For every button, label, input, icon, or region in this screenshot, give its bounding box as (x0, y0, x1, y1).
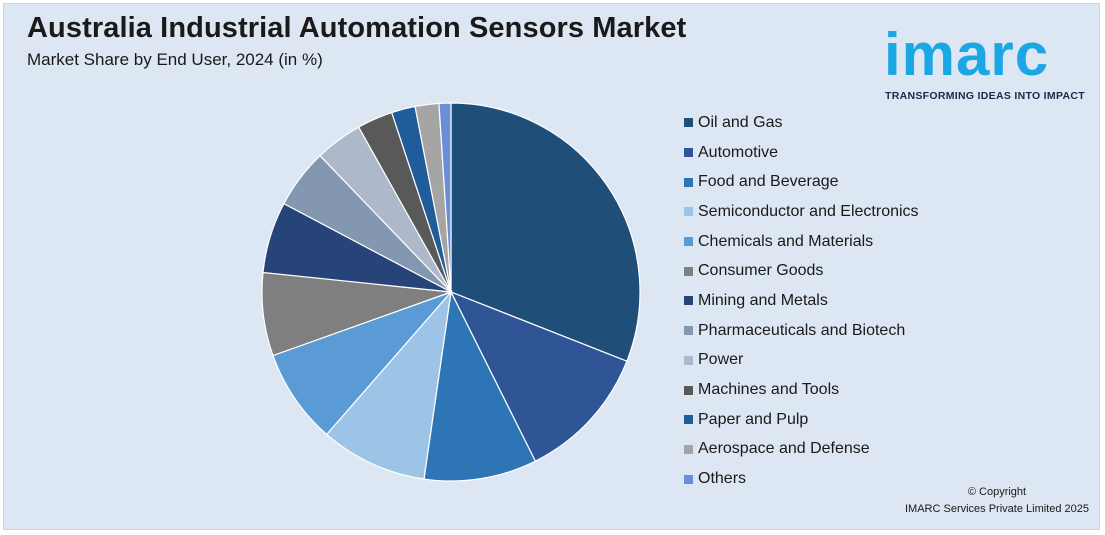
legend-swatch (684, 474, 693, 484)
chart-legend: Oil and Gas Automotive Food and Beverage Se… (684, 108, 919, 494)
legend-label: Consumer Goods (698, 262, 824, 280)
legend-item: Semiconductor and Electronics (684, 197, 919, 227)
legend-item: Oil and Gas (684, 108, 919, 138)
legend-item: Power (684, 346, 919, 376)
logo-wordmark: imarc (884, 21, 1050, 88)
copyright-line: © Copyright (967, 486, 1027, 498)
legend-item: Food and Beverage (684, 167, 919, 197)
copyright-owner: IMARC Services Private Limited 2025 (904, 503, 1089, 515)
legend-swatch (684, 385, 693, 395)
pie-slice-others (438, 102, 452, 293)
chart-title: Australia Industrial Automation Sensors … (27, 12, 687, 44)
legend-label: Mining and Metals (698, 291, 828, 309)
legend-item: Chemicals and Materials (684, 227, 919, 257)
legend-item: Consumer Goods (684, 256, 919, 286)
legend-item: Machines and Tools (684, 375, 919, 405)
legend-label: Food and Beverage (698, 173, 839, 191)
legend-swatch (684, 266, 693, 276)
legend-label: Others (698, 470, 747, 488)
imarc-logo: imarc TRANSFORMING IDEAS INTO IMPACT (884, 10, 1094, 105)
legend-item: Automotive (684, 138, 919, 168)
pie-slice-automotive (449, 290, 628, 462)
legend-item: Pharmaceuticals and Biotech (684, 316, 919, 346)
pie-slice-oil-and-gas (450, 102, 641, 362)
legend-label: Paper and Pulp (698, 410, 809, 428)
legend-swatch (684, 148, 693, 158)
legend-swatch (684, 326, 693, 336)
legend-label: Power (698, 351, 744, 369)
legend-swatch (684, 296, 693, 306)
legend-swatch (684, 415, 693, 425)
legend-swatch (684, 444, 693, 454)
legend-swatch (684, 207, 693, 217)
pie-slice-food-and-beverage (423, 290, 537, 482)
legend-label: Machines and Tools (698, 381, 840, 399)
legend-label: Pharmaceuticals and Biotech (698, 321, 906, 339)
copyright-notice: © Copyright IMARC Services Private Limit… (905, 484, 1089, 518)
legend-swatch (684, 118, 693, 128)
legend-item: Mining and Metals (684, 286, 919, 316)
legend-label: Automotive (698, 143, 779, 161)
pie-slice-chemicals-and-materials (272, 290, 453, 436)
logo-tagline: TRANSFORMING IDEAS INTO IMPACT (885, 90, 1085, 102)
legend-item: Aerospace and Defense (684, 435, 919, 465)
legend-label: Chemicals and Materials (698, 232, 874, 250)
legend-item: Paper and Pulp (684, 405, 919, 435)
chart-subtitle: Market Share by End User, 2024 (in %) (27, 50, 323, 69)
pie-slice-semiconductor-and-electronics (325, 290, 452, 480)
legend-label: Oil and Gas (698, 113, 783, 131)
legend-item: Others (684, 464, 919, 494)
legend-swatch (684, 177, 693, 187)
legend-label: Semiconductor and Electronics (698, 202, 919, 220)
legend-swatch (684, 355, 693, 365)
legend-swatch (684, 237, 693, 247)
legend-label: Aerospace and Defense (698, 440, 870, 458)
